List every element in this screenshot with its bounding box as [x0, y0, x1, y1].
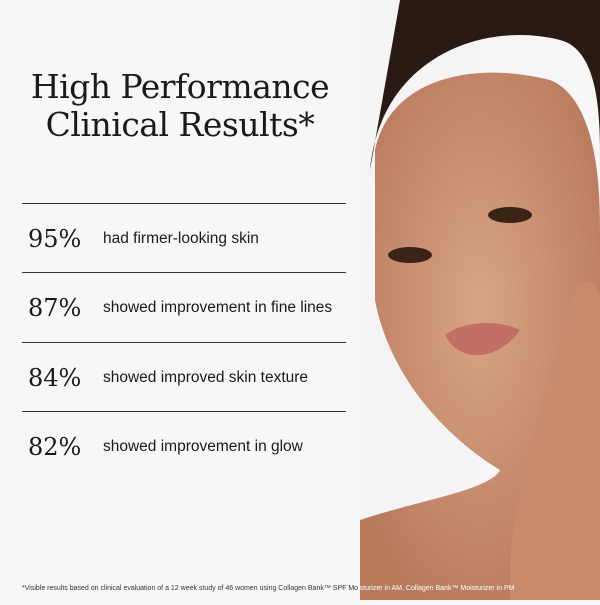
stat-value: 82% [28, 432, 82, 461]
stat-text: showed improvement in glow [103, 437, 303, 455]
stat-row: 95% had firmer-looking skin [22, 203, 346, 273]
face-illustration [360, 0, 600, 600]
stat-text: showed improvement in fine lines [103, 298, 333, 316]
stat-value: 87% [28, 293, 82, 322]
headline: High Performance Clinical Results* [30, 67, 330, 144]
stat-row: 82% showed improvement in glow [22, 411, 346, 481]
stat-row: 87% showed improvement in fine lines [22, 272, 346, 342]
stat-value: 84% [28, 363, 82, 392]
stat-text: showed improved skin texture [103, 368, 309, 386]
footnote: *Visible results based on clinical evalu… [22, 585, 515, 592]
stat-row: 84% showed improved skin texture [22, 342, 346, 412]
stat-value: 95% [28, 224, 82, 253]
stat-text: had firmer-looking skin [103, 229, 259, 247]
model-photo [360, 0, 600, 600]
